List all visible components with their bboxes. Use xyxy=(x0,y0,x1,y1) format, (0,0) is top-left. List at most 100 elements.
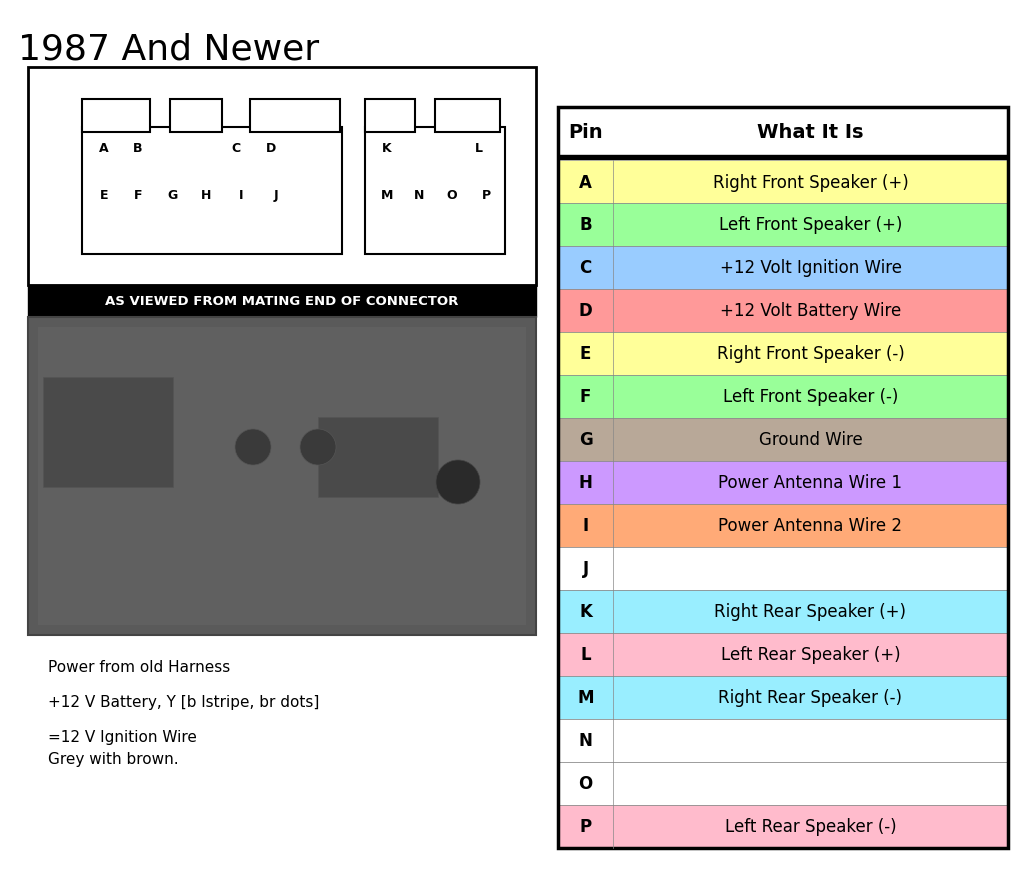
Text: I: I xyxy=(582,517,588,535)
Bar xyxy=(257,135,285,163)
Text: F: F xyxy=(134,190,142,202)
Text: B: B xyxy=(133,143,143,155)
Text: Right Rear Speaker (+): Right Rear Speaker (+) xyxy=(714,602,906,621)
Text: O: O xyxy=(447,190,457,202)
Circle shape xyxy=(300,430,336,465)
Text: +12 Volt Battery Wire: +12 Volt Battery Wire xyxy=(720,302,901,320)
Bar xyxy=(318,417,438,497)
Bar xyxy=(405,182,433,210)
Bar xyxy=(82,100,150,133)
Text: F: F xyxy=(580,388,591,406)
Text: H: H xyxy=(201,190,211,202)
Text: Power Antenna Wire 1: Power Antenna Wire 1 xyxy=(718,474,902,492)
Text: K: K xyxy=(383,143,392,155)
Bar xyxy=(558,676,1008,719)
Bar xyxy=(365,100,415,133)
Text: AS VIEWED FROM MATING END OF CONNECTOR: AS VIEWED FROM MATING END OF CONNECTOR xyxy=(105,295,458,308)
Text: +12 Volt Ignition Wire: +12 Volt Ignition Wire xyxy=(719,260,901,277)
Text: What It Is: What It Is xyxy=(757,122,863,142)
Bar xyxy=(558,332,1008,376)
Bar xyxy=(558,762,1008,805)
Text: G: G xyxy=(167,190,177,202)
Bar xyxy=(558,246,1008,290)
Text: Left Front Speaker (+): Left Front Speaker (+) xyxy=(719,216,902,234)
Text: I: I xyxy=(238,190,243,202)
Bar xyxy=(558,633,1008,676)
Bar xyxy=(558,805,1008,848)
Text: P: P xyxy=(482,190,491,202)
Bar xyxy=(28,318,536,635)
Bar xyxy=(192,182,220,210)
Bar xyxy=(262,182,290,210)
Text: Grey with brown.: Grey with brown. xyxy=(48,751,179,766)
Bar xyxy=(43,377,173,487)
Text: Right Front Speaker (+): Right Front Speaker (+) xyxy=(713,174,908,191)
Text: G: G xyxy=(579,431,592,449)
Text: O: O xyxy=(578,774,592,793)
Text: K: K xyxy=(579,602,592,621)
Text: +12 V Battery, Y [b lstripe, br dots]: +12 V Battery, Y [b lstripe, br dots] xyxy=(48,695,319,709)
Text: E: E xyxy=(580,346,591,363)
Text: D: D xyxy=(266,143,276,155)
Text: J: J xyxy=(274,190,278,202)
Text: A: A xyxy=(99,143,108,155)
Text: Ground Wire: Ground Wire xyxy=(759,431,862,449)
Bar xyxy=(365,128,505,254)
Bar xyxy=(373,182,401,210)
Text: J: J xyxy=(582,560,588,578)
Bar xyxy=(558,548,1008,590)
Text: C: C xyxy=(579,260,591,277)
Bar xyxy=(558,462,1008,504)
Circle shape xyxy=(436,461,480,504)
Text: Left Front Speaker (-): Left Front Speaker (-) xyxy=(723,388,898,406)
Bar xyxy=(558,376,1008,418)
Text: P: P xyxy=(579,818,591,835)
Text: Pin: Pin xyxy=(568,122,603,142)
Text: N: N xyxy=(579,732,592,750)
Text: M: M xyxy=(577,688,593,707)
Text: Power from old Harness: Power from old Harness xyxy=(48,659,230,674)
Bar xyxy=(373,135,401,163)
Bar xyxy=(558,108,1008,156)
Bar xyxy=(558,204,1008,246)
Text: Power Antenna Wire 2: Power Antenna Wire 2 xyxy=(718,517,902,535)
Bar xyxy=(90,135,118,163)
Bar xyxy=(250,100,340,133)
Bar xyxy=(170,100,222,133)
Bar xyxy=(558,290,1008,332)
Bar xyxy=(28,68,536,285)
Bar xyxy=(558,108,1008,848)
Bar xyxy=(124,135,152,163)
Bar xyxy=(438,182,466,210)
Text: L: L xyxy=(475,143,483,155)
Circle shape xyxy=(235,430,271,465)
Bar xyxy=(222,135,250,163)
Text: L: L xyxy=(580,646,591,664)
Bar xyxy=(558,590,1008,633)
Text: D: D xyxy=(579,302,592,320)
Text: C: C xyxy=(231,143,240,155)
Text: E: E xyxy=(100,190,108,202)
Bar xyxy=(558,504,1008,548)
Text: 1987 And Newer: 1987 And Newer xyxy=(18,33,319,67)
Text: =12 V Ignition Wire: =12 V Ignition Wire xyxy=(48,729,196,744)
Bar xyxy=(90,182,118,210)
Bar xyxy=(82,128,342,254)
Bar xyxy=(558,161,1008,204)
Bar xyxy=(227,182,255,210)
Text: Left Rear Speaker (-): Left Rear Speaker (-) xyxy=(724,818,896,835)
Bar xyxy=(558,418,1008,462)
Text: Right Rear Speaker (-): Right Rear Speaker (-) xyxy=(718,688,902,707)
Bar xyxy=(465,135,493,163)
Text: B: B xyxy=(579,216,592,234)
Bar xyxy=(558,156,1008,161)
Text: A: A xyxy=(579,174,592,191)
Text: H: H xyxy=(579,474,592,492)
Text: N: N xyxy=(414,190,425,202)
Bar xyxy=(435,100,500,133)
Bar xyxy=(472,182,500,210)
Text: M: M xyxy=(381,190,393,202)
Text: Right Front Speaker (-): Right Front Speaker (-) xyxy=(717,346,904,363)
Bar xyxy=(558,719,1008,762)
Bar xyxy=(28,285,536,318)
